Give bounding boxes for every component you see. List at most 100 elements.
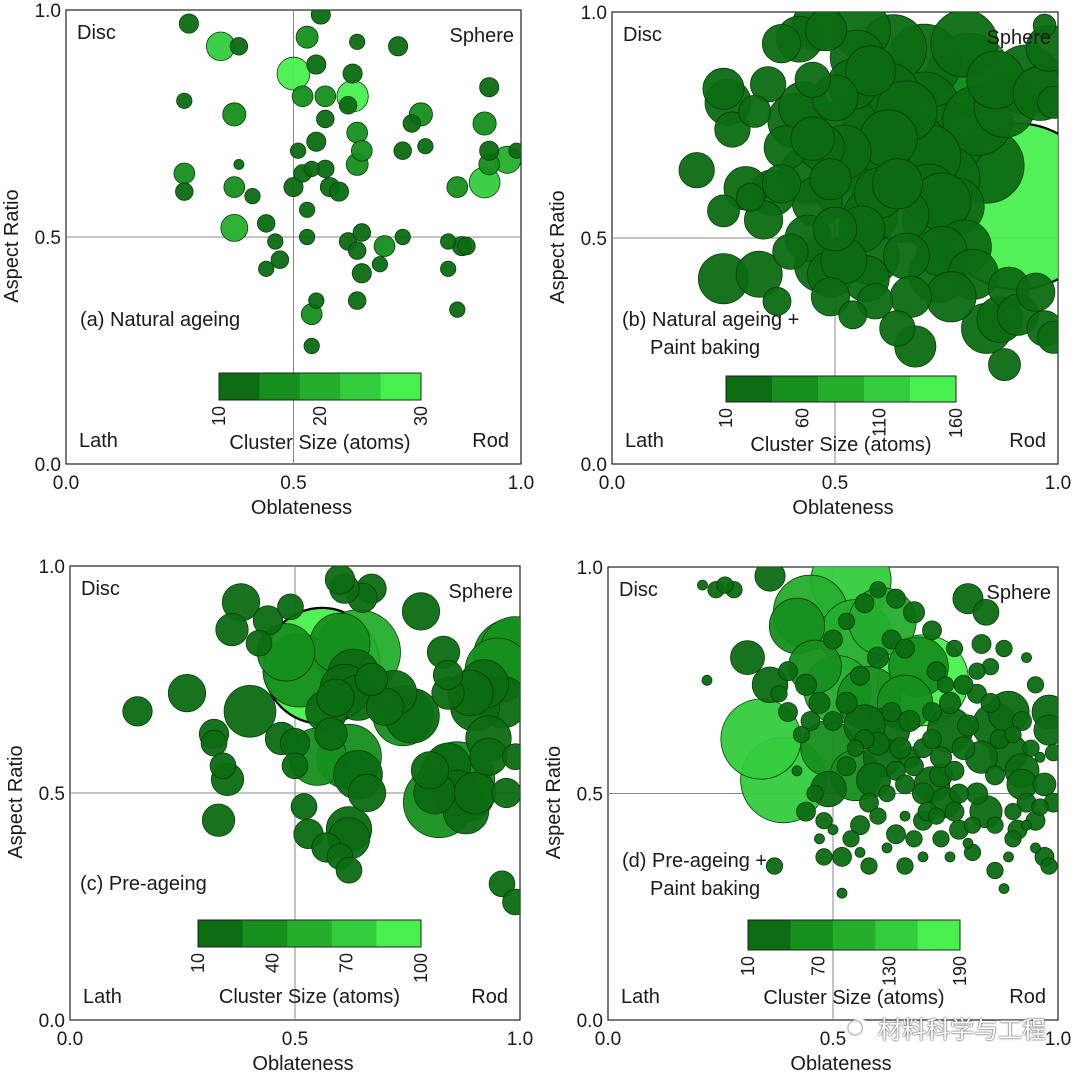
data-point xyxy=(980,693,1001,713)
bubbles xyxy=(173,10,521,355)
data-point xyxy=(770,685,788,703)
data-point xyxy=(328,181,349,202)
data-point xyxy=(837,612,856,631)
data-point xyxy=(449,301,466,318)
data-point xyxy=(823,629,843,650)
data-point xyxy=(314,717,348,751)
data-point xyxy=(998,883,1010,894)
y-axis-label: Aspect Ratio xyxy=(1,189,23,302)
colorbar: 10 40 70 100 Cluster Size (atoms) xyxy=(188,919,431,1008)
data-point xyxy=(896,857,914,875)
y-axis-label: Aspect Ratio xyxy=(547,190,569,303)
data-point xyxy=(859,792,879,813)
data-point xyxy=(258,260,275,277)
colorbar-swatch xyxy=(875,920,919,950)
data-point xyxy=(402,114,422,133)
data-point xyxy=(678,152,715,189)
data-point xyxy=(479,140,500,161)
data-point xyxy=(306,131,327,152)
data-point xyxy=(922,620,942,641)
data-point xyxy=(988,348,1021,382)
colorbar-tick-label: 10 xyxy=(738,956,758,976)
x-tick-label: 0.0 xyxy=(599,473,625,494)
data-point xyxy=(735,250,783,298)
panel-annotation: (a) Natural ageing xyxy=(80,309,240,331)
data-point xyxy=(881,702,902,722)
panel-b: 10 60 110 160 Cluster Size (atoms) Disc Sphere… xyxy=(547,3,1071,519)
data-point xyxy=(1031,798,1049,816)
data-point xyxy=(761,23,802,64)
y-axis-label: Aspect Ratio xyxy=(543,746,565,859)
data-point xyxy=(823,711,843,731)
data-point xyxy=(778,661,798,682)
data-point xyxy=(707,194,740,228)
data-point xyxy=(730,640,765,675)
data-point xyxy=(270,250,290,269)
wechat-icon xyxy=(846,1019,872,1041)
colorbar-border xyxy=(218,372,422,401)
data-point xyxy=(291,85,314,108)
data-point xyxy=(738,95,772,128)
x-tick-label: 0.5 xyxy=(820,1029,846,1050)
data-point xyxy=(1034,751,1046,763)
quadrant-label-lath: Lath xyxy=(79,430,118,452)
data-point xyxy=(898,710,921,733)
data-point xyxy=(1021,652,1032,663)
colorbar-swatch xyxy=(748,920,791,950)
data-point xyxy=(1032,772,1057,797)
data-point xyxy=(244,188,261,205)
x-axis-label: Oblateness xyxy=(790,1053,891,1075)
data-point xyxy=(417,138,434,155)
panel-annotation: Paint baking xyxy=(650,337,760,359)
data-point xyxy=(308,292,325,309)
data-point xyxy=(371,256,388,273)
data-point xyxy=(1030,842,1041,854)
data-point xyxy=(765,857,784,875)
data-point xyxy=(229,37,249,56)
x-tick-label: 1.0 xyxy=(507,1029,533,1050)
data-point xyxy=(905,830,923,848)
data-point xyxy=(930,746,953,769)
data-point xyxy=(966,782,989,805)
colorbar-swatch xyxy=(818,376,865,402)
data-point xyxy=(316,109,335,129)
colorbar-swatch xyxy=(259,373,301,400)
data-point xyxy=(491,777,520,809)
data-point xyxy=(794,61,831,98)
data-point xyxy=(917,851,929,863)
quadrant-label-disc: Disc xyxy=(77,22,116,44)
data-point xyxy=(869,581,887,599)
quadrant-label-disc: Disc xyxy=(81,578,120,600)
data-point xyxy=(899,810,911,822)
colorbar-border xyxy=(725,375,957,403)
colorbar-tick-label: 10 xyxy=(716,408,736,428)
data-point xyxy=(835,691,858,714)
x-tick-label: 0.0 xyxy=(57,1029,83,1050)
data-point xyxy=(352,223,372,242)
data-point xyxy=(878,784,896,803)
colorbar-swatch xyxy=(790,920,834,950)
colorbar-swatch xyxy=(832,920,876,950)
data-point xyxy=(388,36,409,57)
panel-annotation: (b) Natural ageing + xyxy=(622,309,799,331)
data-point xyxy=(289,142,307,159)
colorbar-swatch xyxy=(917,920,961,950)
quadrant-label-lath: Lath xyxy=(621,986,660,1008)
data-point xyxy=(949,783,969,804)
data-point xyxy=(995,639,1013,658)
data-point xyxy=(912,782,935,805)
data-point xyxy=(772,233,809,270)
colorbar-swatch xyxy=(376,920,422,947)
x-tick-label: 0.5 xyxy=(282,1029,308,1050)
x-tick-label: 1.0 xyxy=(508,473,534,494)
colorbar-label: Cluster Size (atoms) xyxy=(763,987,944,1009)
data-point xyxy=(220,213,249,242)
data-point xyxy=(469,737,508,776)
data-point xyxy=(886,824,906,845)
data-point xyxy=(215,612,249,647)
data-point xyxy=(178,13,199,34)
quadrant-label-sphere: Sphere xyxy=(449,581,514,603)
colorbar-swatch xyxy=(726,376,773,402)
watermark-text: 材料科学与工程 xyxy=(878,1016,1046,1044)
